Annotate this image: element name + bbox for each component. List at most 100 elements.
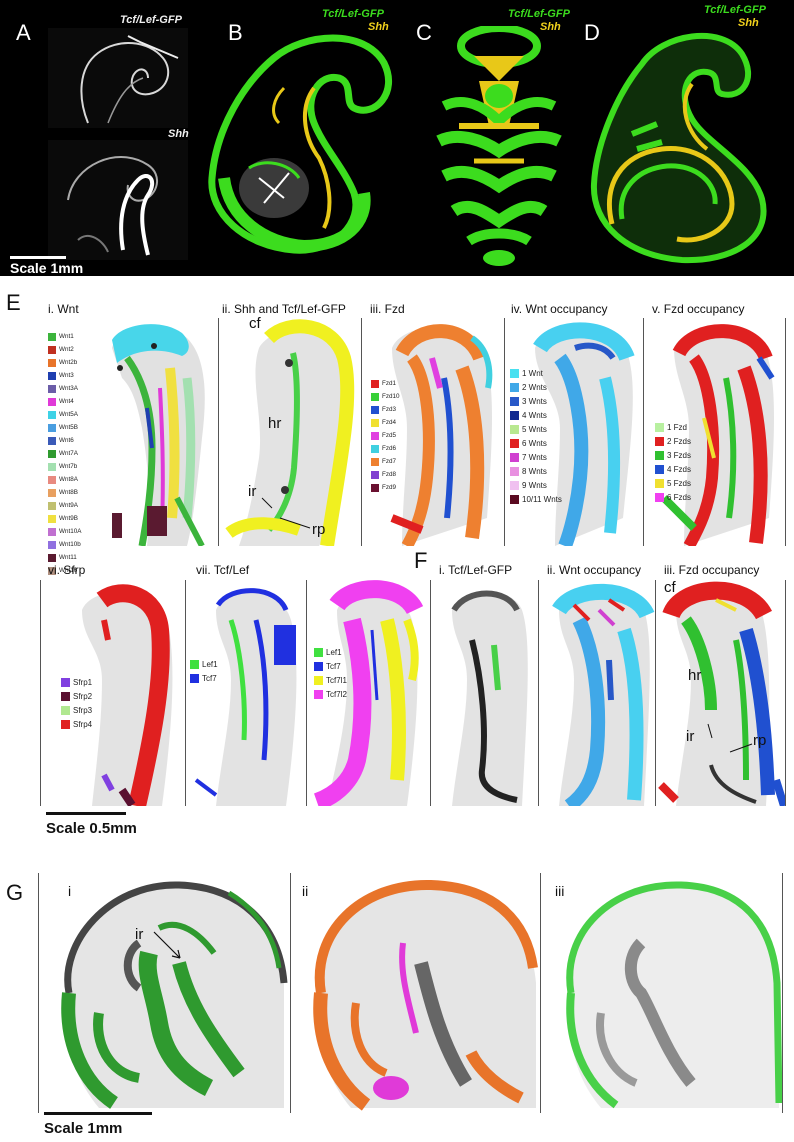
f-hr-label: hr (688, 667, 702, 684)
e-title-tcf-lef: vii. Tcf/Lef (196, 563, 250, 577)
b-embryo-image (208, 34, 393, 254)
tcf-legend-a-item: Lef1 (190, 657, 218, 671)
wnt-legend-item: Wnt2b (48, 356, 81, 369)
wnt-legend-label: Wnt3A (59, 385, 78, 392)
fzd-legend-label: Fzd3 (382, 406, 396, 413)
fzd-legend-item: Fzd7 (371, 455, 400, 468)
g-ir-label: ir (135, 926, 144, 943)
e-divider-5 (785, 318, 786, 546)
fzd-legend-swatch (371, 405, 379, 414)
fzd-legend-label: Fzd9 (382, 484, 396, 491)
section-e-letter: E (6, 290, 21, 315)
e2-divider-1 (185, 580, 186, 806)
fzd-legend-item: Fzd9 (371, 481, 400, 494)
tcf-legend-a-label: Tcf7 (202, 673, 217, 683)
wnt-legend-swatch (48, 488, 56, 497)
sfrp-legend-swatch (61, 705, 70, 715)
fzd-occupancy-legend-swatch (655, 436, 664, 446)
fzd-occupancy-legend-label: 2 Fzds (667, 436, 692, 446)
wnt-occupancy-legend-swatch (510, 438, 519, 448)
fzd-occupancy-legend-item: 1 Fzd (655, 420, 691, 434)
wnt-legend-label: Wnt11 (59, 554, 77, 561)
wnt-legend-label: Wnt9A (59, 502, 78, 509)
tcf-legend-b-label: Tcf7l2 (326, 689, 347, 699)
g-divider-0 (38, 873, 39, 1113)
fzd-occupancy-legend-item: 4 Fzds (655, 462, 691, 476)
e2-divider-3 (430, 580, 431, 806)
wnt-legend-item: Wnt7b (48, 460, 81, 473)
c-shh-label: Shh (540, 21, 561, 33)
fzd-legend-label: Fzd10 (382, 393, 400, 400)
wnt-legend-swatch (48, 449, 56, 458)
tcf-legend-b-swatch (314, 675, 323, 685)
fzd-occupancy-legend-label: 4 Fzds (667, 464, 692, 474)
wnt-occupancy-legend-label: 6 Wnts (522, 438, 547, 448)
e-scale-text: Scale 0.5mm (46, 820, 137, 837)
wnt-legend-label: Wnt3 (59, 372, 74, 379)
e-ii-hr-label: hr (268, 415, 282, 432)
wnt-legend-label: Wnt8B (59, 489, 78, 496)
e-ii-arrows (261, 497, 311, 529)
fzd-legend-item: Fzd8 (371, 468, 400, 481)
g-scale-text: Scale 1mm (44, 1120, 123, 1137)
e-wnt-image (112, 324, 205, 546)
fzd-legend: Fzd1 Fzd10 Fzd3 Fzd4 Fzd5 Fzd6 Fzd7 Fzd8 Fzd9 (371, 377, 400, 494)
fzd-legend-label: Fzd5 (382, 432, 396, 439)
wnt-legend-swatch (48, 514, 56, 523)
fzd-occupancy-legend-swatch (655, 450, 664, 460)
f-rp-label: rp (753, 732, 767, 749)
fzd-legend-item: Fzd1 (371, 377, 400, 390)
fzd-occupancy-legend-label: 5 Fzds (667, 478, 692, 488)
wnt-legend-item: Wnt16 (48, 564, 81, 577)
wnt-legend-label: Wnt5B (59, 424, 78, 431)
fzd-occupancy-legend-swatch (655, 492, 664, 502)
fzd-legend-swatch (371, 379, 379, 388)
panel-letter-d: D (584, 20, 600, 45)
tcf-legend-b-item: Tcf7 (314, 659, 347, 673)
c-embryo-image (436, 26, 562, 266)
g-divider-2 (540, 873, 541, 1113)
fzd-legend-label: Fzd4 (382, 419, 396, 426)
f-title-gfp: i. Tcf/Lef-GFP (439, 563, 513, 577)
e-divider-2 (361, 318, 362, 546)
wnt-legend-label: Wnt1 (59, 333, 74, 340)
sfrp-legend: Sfrp1 Sfrp2 Sfrp3 Sfrp4 (61, 675, 92, 731)
wnt-occupancy-legend-swatch (510, 382, 519, 392)
fzd-legend-label: Fzd7 (382, 458, 396, 465)
fzd-legend-item: Fzd5 (371, 429, 400, 442)
a-shh-label: Shh (168, 128, 189, 140)
e-fzd-image (390, 324, 493, 546)
wnt-occupancy-legend-item: 4 Wnts (510, 408, 562, 422)
f-arrows (707, 723, 753, 753)
tcf-legend-b-item: Tcf7l1 (314, 673, 347, 687)
fzd-legend-item: Fzd10 (371, 390, 400, 403)
wnt-legend-swatch (48, 358, 56, 367)
wnt-occupancy-legend-label: 10/11 Wnts (522, 494, 562, 504)
wnt-legend-item: Wnt5A (48, 408, 81, 421)
wnt-occupancy-legend-item: 6 Wnts (510, 436, 562, 450)
g-divider-1 (290, 873, 291, 1113)
g-iii-image (566, 881, 782, 1109)
wnt-legend-item: Wnt8A (48, 473, 81, 486)
wnt-legend-item: Wnt2 (48, 343, 81, 356)
wnt-occupancy-legend: 1 Wnt 2 Wnts 3 Wnts 4 Wnts 5 Wnts 6 Wnts 7 Wnt… (510, 366, 562, 506)
fzd-occupancy-legend-item: 5 Fzds (655, 476, 691, 490)
f-cf-label: cf (664, 579, 676, 596)
panel-letter-a: A (16, 20, 31, 45)
e-title-fzd: iii. Fzd (370, 302, 405, 316)
wnt-legend-item: Wnt10b (48, 538, 81, 551)
wnt-legend-item: Wnt3A (48, 382, 81, 395)
e-divider-1 (218, 318, 219, 546)
wnt-legend-swatch (48, 527, 56, 536)
wnt-occupancy-legend-label: 8 Wnts (522, 466, 547, 476)
wnt-occupancy-legend-label: 1 Wnt (522, 368, 543, 378)
e-fzd-occupancy-image (661, 324, 775, 546)
tcf-legend-b-swatch (314, 689, 323, 699)
b-shh-label: Shh (368, 21, 389, 33)
g-i-image (61, 881, 288, 1109)
wnt-legend-swatch (48, 410, 56, 419)
wnt-occupancy-legend-item: 10/11 Wnts (510, 492, 562, 506)
f-ir-label: ir (686, 728, 695, 745)
g-divider-3 (782, 873, 783, 1113)
fzd-legend-label: Fzd6 (382, 445, 396, 452)
